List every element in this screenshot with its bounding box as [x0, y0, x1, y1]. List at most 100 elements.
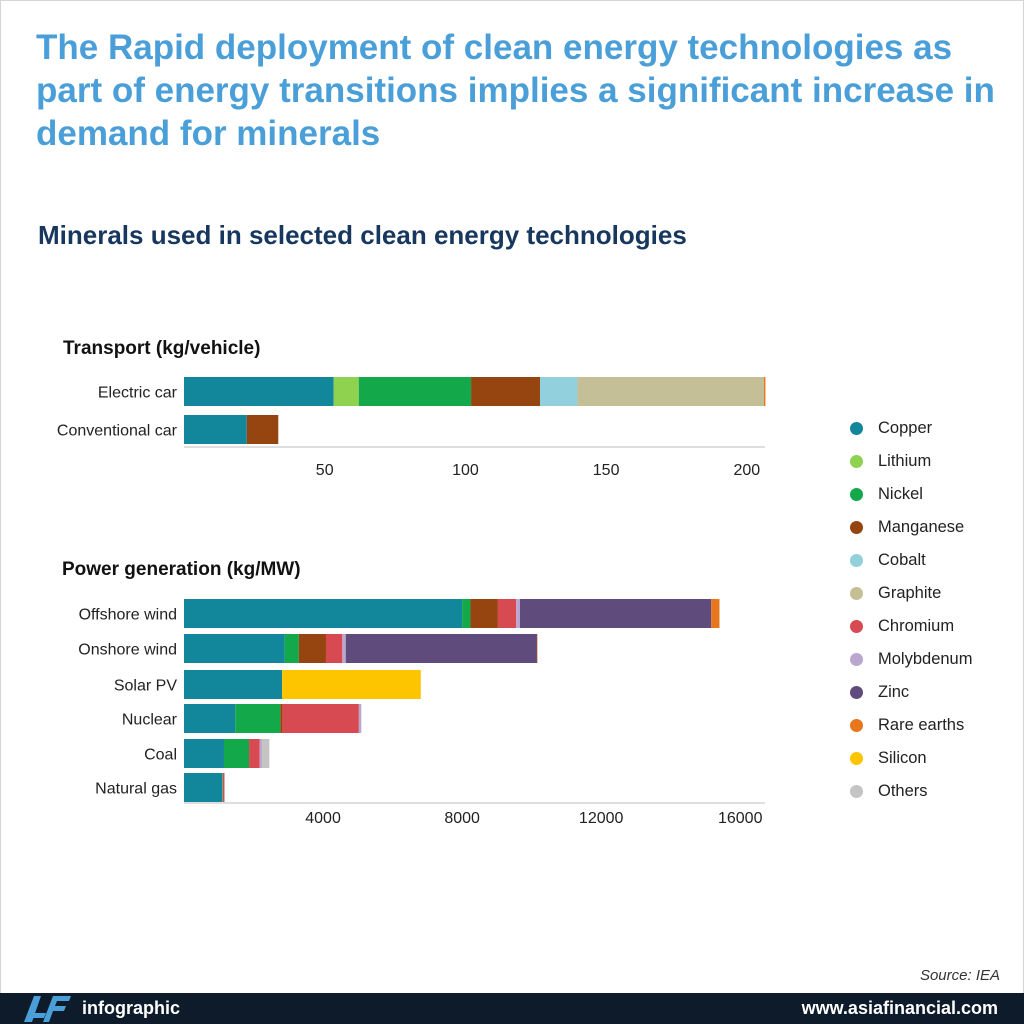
power-bar-offshore-wind-rare-earths: [711, 599, 720, 628]
legend-item-zinc: Zinc: [850, 676, 972, 709]
power-x-tick-label: 8000: [444, 810, 480, 827]
transport-x-tick-label: 200: [734, 462, 761, 479]
legend-label: Chromium: [878, 617, 955, 635]
transport-bar-electric-car-graphite: [577, 377, 765, 406]
power-bar-onshore-wind-zinc: [345, 634, 537, 663]
power-x-tick-label: 16000: [718, 810, 763, 827]
power-bar-solar-pv-silicon: [282, 670, 421, 699]
transport-category-label: Electric car: [98, 385, 178, 402]
legend-label: Cobalt: [878, 551, 926, 569]
legend-swatch: [850, 719, 863, 732]
af-logo-icon: [24, 996, 71, 1022]
legend-item-rare-earths: Rare earths: [850, 709, 972, 742]
legend-label: Zinc: [878, 683, 910, 701]
power-bar-onshore-wind-manganese: [298, 634, 326, 663]
legend-swatch: [850, 752, 863, 765]
footer-bar: infographic www.asiafinancial.com: [0, 993, 1024, 1024]
legend-label: Nickel: [878, 485, 923, 503]
power-bar-offshore-wind-nickel: [462, 599, 471, 628]
transport-category-label: Conventional car: [57, 423, 178, 440]
transport-x-tick-label: 100: [452, 462, 479, 479]
legend-swatch: [850, 785, 863, 798]
power-bar-offshore-wind-manganese: [470, 599, 498, 628]
legend-label: Copper: [878, 419, 933, 437]
power-panel-title: Power generation (kg/MW): [62, 559, 301, 580]
power-bar-nuclear-chromium: [282, 704, 359, 733]
legend-label: Graphite: [878, 584, 942, 602]
power-bar-onshore-wind-copper: [184, 634, 285, 663]
legend-label: Rare earths: [878, 716, 965, 734]
power-x-tick-label: 12000: [579, 810, 624, 827]
legend-item-chromium: Chromium: [850, 610, 972, 643]
power-bar-nuclear-molybdenum: [358, 704, 362, 733]
legend-swatch: [850, 554, 863, 567]
legend-swatch: [850, 686, 863, 699]
power-category-label: Offshore wind: [79, 607, 177, 624]
chart-subtitle: Minerals used in selected clean energy t…: [38, 220, 687, 250]
legend-item-molybdenum: Molybdenum: [850, 643, 972, 676]
footer-url: www.asiafinancial.com: [801, 998, 998, 1018]
transport-bar-conventional-car-manganese: [246, 415, 279, 444]
transport-panel-title: Transport (kg/vehicle): [63, 338, 261, 359]
legend-swatch: [850, 653, 863, 666]
legend-label: Molybdenum: [878, 650, 973, 668]
transport-bar-conventional-car-copper: [184, 415, 247, 444]
legend-item-graphite: Graphite: [850, 577, 972, 610]
transport-x-tick-label: 50: [316, 462, 334, 479]
power-category-label: Solar PV: [114, 678, 177, 695]
transport-bar-electric-car-rare-earths: [764, 377, 766, 406]
source-note: Source: IEA: [919, 967, 1000, 984]
power-bar-coal-others: [262, 739, 270, 768]
power-bar-natural-gas-copper: [184, 773, 223, 802]
legend-swatch: [850, 620, 863, 633]
power-bar-nuclear-copper: [184, 704, 236, 733]
power-bar-coal-molybdenum: [259, 739, 263, 768]
legend: Copper Lithium Nickel Manganese Cobalt Graphi…: [850, 412, 972, 808]
legend-item-others: Others: [850, 775, 972, 808]
transport-bar-electric-car-lithium: [333, 377, 359, 406]
power-bar-offshore-wind-zinc: [519, 599, 712, 628]
power-bar-nuclear-nickel: [235, 704, 281, 733]
transport-x-tick-label: 150: [593, 462, 620, 479]
power-bar-onshore-wind-nickel: [284, 634, 299, 663]
legend-label: Others: [878, 782, 928, 800]
transport-bar-electric-car-manganese: [471, 377, 541, 406]
transport-bar-electric-car-nickel: [358, 377, 472, 406]
footer-brand: infographic: [82, 998, 180, 1018]
legend-item-copper: Copper: [850, 412, 972, 445]
legend-item-silicon: Silicon: [850, 742, 972, 775]
transport-bar-electric-car-copper: [184, 377, 334, 406]
transport-bar-electric-car-cobalt: [540, 377, 578, 406]
power-bar-natural-gas-chromium: [222, 773, 225, 802]
power-bar-coal-copper: [184, 739, 224, 768]
legend-item-cobalt: Cobalt: [850, 544, 972, 577]
power-bar-natural-gas-nickel: [222, 773, 223, 802]
legend-swatch: [850, 521, 863, 534]
power-category-label: Natural gas: [95, 781, 177, 798]
power-category-label: Nuclear: [122, 712, 178, 729]
headline: The Rapid deployment of clean energy tec…: [36, 28, 995, 153]
power-bar-offshore-wind-chromium: [497, 599, 517, 628]
legend-swatch: [850, 422, 863, 435]
power-bar-solar-pv-copper: [184, 670, 283, 699]
legend-label: Lithium: [878, 452, 932, 470]
power-bar-coal-nickel: [223, 739, 250, 768]
legend-label: Silicon: [878, 749, 927, 767]
power-bar-onshore-wind-chromium: [325, 634, 343, 663]
power-bar-offshore-wind-molybdenum: [516, 599, 520, 628]
power-bar-nuclear-manganese: [280, 704, 283, 733]
legend-item-lithium: Lithium: [850, 445, 972, 478]
power-bar-offshore-wind-copper: [184, 599, 463, 628]
legend-swatch: [850, 488, 863, 501]
power-category-label: Coal: [144, 747, 177, 764]
legend-swatch: [850, 455, 863, 468]
legend-item-nickel: Nickel: [850, 478, 972, 511]
legend-label: Manganese: [878, 518, 965, 536]
power-category-label: Onshore wind: [78, 642, 177, 659]
power-x-tick-label: 4000: [305, 810, 341, 827]
power-bar-coal-chromium: [249, 739, 260, 768]
power-bar-onshore-wind-molybdenum: [342, 634, 346, 663]
legend-swatch: [850, 587, 863, 600]
legend-item-manganese: Manganese: [850, 511, 972, 544]
